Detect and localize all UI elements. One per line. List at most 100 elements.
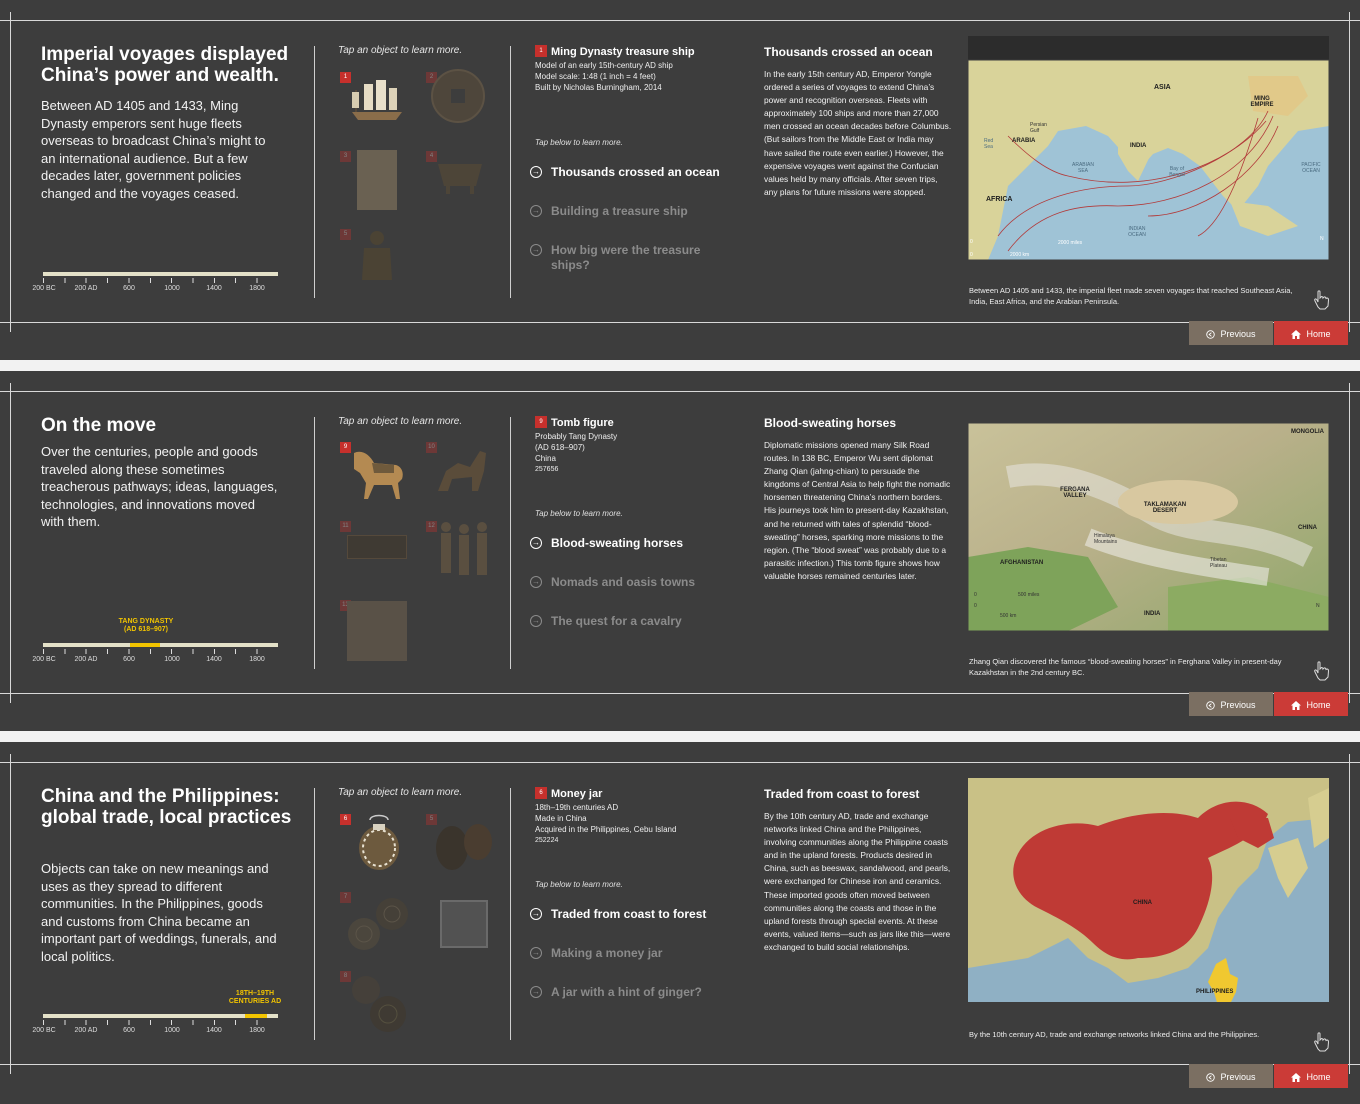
previous-button[interactable]: Previous xyxy=(1189,692,1273,716)
frame-line xyxy=(0,391,1360,392)
timeline-bar xyxy=(43,1014,278,1018)
object-number-badge: 1 xyxy=(535,45,547,57)
horse-figure-image xyxy=(354,451,403,499)
timeline-ticks xyxy=(43,278,278,283)
object-number-badge: 12 xyxy=(426,521,437,532)
silk-road-relief-map: MONGOLIA FERGANA VALLEY TAKLAMAKAN DESER… xyxy=(968,407,1329,631)
map-label: AFRICA xyxy=(986,196,1013,203)
frame-line xyxy=(10,754,11,1074)
panel-title: Imperial voyages displayed China’s power… xyxy=(41,44,289,86)
topic-label: Blood-sweating horses xyxy=(551,536,684,550)
map-label: PACIFIC OCEAN xyxy=(1301,162,1321,174)
topic-link[interactable]: → Building a treasure ship xyxy=(530,204,740,219)
topic-link[interactable]: → How big were the treasure ships? xyxy=(530,243,720,273)
coin-image xyxy=(431,69,485,123)
map-label: ARABIAN SEA xyxy=(1072,162,1094,174)
object-title: Tomb figure xyxy=(551,417,614,429)
touch-hand-icon xyxy=(1314,1032,1330,1052)
timeline-label: 200 BC xyxy=(32,1027,56,1034)
map-label: Persian Gulf xyxy=(1030,122,1047,134)
frame-line xyxy=(10,12,11,332)
arrow-right-icon: → xyxy=(530,166,542,178)
touch-hand-icon xyxy=(1314,661,1330,681)
object-meta-line: Probably Tang Dynasty xyxy=(535,432,618,441)
object-number-badge: 2 xyxy=(426,72,437,83)
home-button[interactable]: Home xyxy=(1274,692,1348,716)
object-title: Money jar xyxy=(551,788,603,800)
object-meta: Probably Tang Dynasty (AD 618–907) China… xyxy=(535,431,617,475)
frame-line xyxy=(1349,12,1350,332)
circle-arrow-left-icon xyxy=(1206,701,1216,710)
object-meta-line: China xyxy=(535,454,556,463)
object-meta-line: 18th–19th centuries AD xyxy=(535,803,619,812)
arrow-right-icon: → xyxy=(530,576,542,588)
column-divider xyxy=(314,46,315,298)
column-divider xyxy=(314,417,315,669)
frame-line xyxy=(0,693,1360,694)
statue-image xyxy=(357,150,397,210)
tap-below-hint: Tap below to learn more. xyxy=(535,880,623,889)
previous-button[interactable]: Previous xyxy=(1189,321,1273,345)
map-label: INDIA xyxy=(1144,611,1161,617)
north-arrow-icon: N xyxy=(1320,236,1324,242)
topic-link[interactable]: → Making a money jar xyxy=(530,946,740,961)
voyage-map: ASIA MING EMPIRE ARABIA INDIA AFRICA IND… xyxy=(968,36,1329,260)
china-philippines-map: CHINA PHILIPPINES 0 0 500 miles 500 km N xyxy=(968,778,1329,1002)
topic-label: Building a treasure ship xyxy=(551,204,688,218)
north-arrow-icon: N xyxy=(1316,603,1320,609)
arrow-right-icon: → xyxy=(530,244,542,256)
timeline-highlight xyxy=(245,1014,267,1018)
map-label: Tibetan Plateau xyxy=(1210,557,1227,569)
map-caption: Zhang Qian discovered the famous “blood-… xyxy=(969,657,1282,677)
map-caption: By the 10th century AD, trade and exchan… xyxy=(969,1030,1260,1039)
topic-link[interactable]: → Traded from coast to forest xyxy=(530,907,740,922)
arrow-right-icon: → xyxy=(530,537,542,549)
section-title: Traded from coast to forest xyxy=(764,787,920,801)
timeline-label: 1400 xyxy=(206,1027,222,1034)
topic-label: Nomads and oasis towns xyxy=(551,575,696,589)
section-body: Diplomatic missions opened many Silk Roa… xyxy=(764,440,951,581)
timeline-label: 200 AD xyxy=(74,1027,98,1034)
map-scale-zero: 0 xyxy=(970,239,973,245)
timeline: 200 BC 200 AD 600 1000 1400 1800 xyxy=(32,1008,283,1048)
object-number-badge: 10 xyxy=(426,442,437,453)
money-jar-image xyxy=(359,814,399,870)
column-divider xyxy=(510,417,511,669)
timeline-highlight xyxy=(130,643,160,647)
topic-link[interactable]: → A jar with a hint of ginger? xyxy=(530,985,740,1000)
timeline: 200 BC 200 AD 600 1000 1400 1800 xyxy=(32,637,283,677)
timeline-label: 1400 xyxy=(206,656,222,663)
frame-line xyxy=(1349,383,1350,703)
object-number-badge: 3 xyxy=(340,151,351,162)
panel-title: On the move xyxy=(41,415,157,436)
object-number-badge: 6 xyxy=(535,787,547,799)
map-label: CHINA xyxy=(1298,525,1317,531)
topic-link[interactable]: → Thousands crossed an ocean xyxy=(530,165,740,180)
map-scale-zero: 0 xyxy=(974,603,977,609)
previous-button[interactable]: Previous xyxy=(1189,1064,1273,1088)
arrow-right-icon: → xyxy=(530,908,542,920)
topic-link[interactable]: → Blood-sweating horses xyxy=(530,536,740,551)
timeline-label: 600 xyxy=(123,1027,135,1034)
arrow-right-icon: → xyxy=(530,947,542,959)
era-label: TANG DYNASTY (AD 618–907) xyxy=(119,618,174,634)
object-meta-line: 257656 xyxy=(535,466,559,473)
timeline-label: 1800 xyxy=(249,656,265,663)
arrow-right-icon: → xyxy=(530,205,542,217)
seated-figure-image xyxy=(362,231,392,280)
landscape-painting-image xyxy=(347,601,407,661)
home-button[interactable]: Home xyxy=(1274,321,1348,345)
home-button[interactable]: Home xyxy=(1274,1064,1348,1088)
object-number-badge: 1 xyxy=(340,72,351,83)
ship-model-image xyxy=(352,80,402,120)
section-body: In the early 15th century AD, Emperor Yo… xyxy=(764,69,952,197)
topic-link[interactable]: → Nomads and oasis towns xyxy=(530,575,740,590)
ceramic-bowls-image xyxy=(352,976,406,1032)
topic-link[interactable]: → The quest for a cavalry xyxy=(530,614,740,629)
object-number-badge: 6 xyxy=(340,814,351,825)
section-title: Blood-sweating horses xyxy=(764,416,897,430)
map-label: MONGOLIA xyxy=(1291,429,1324,435)
tap-below-hint: Tap below to learn more. xyxy=(535,138,623,147)
map-label: TAKLAMAKAN DESERT xyxy=(1143,502,1187,514)
home-label: Home xyxy=(1306,1072,1331,1082)
